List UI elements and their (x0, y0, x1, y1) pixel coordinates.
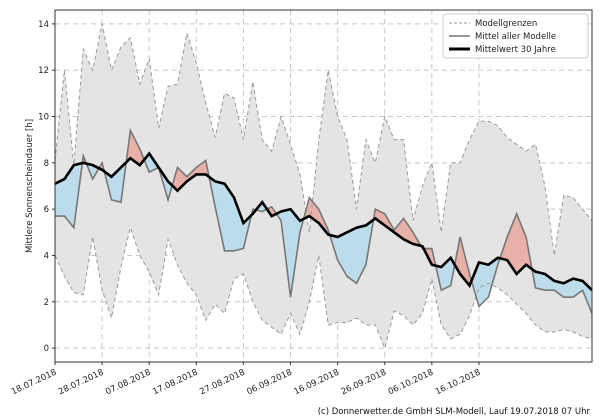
credit-text: (c) Donnerwetter.de GmbH SLM-Modell, Lau… (318, 407, 591, 417)
difference-segment (234, 197, 244, 251)
difference-segment (64, 165, 74, 228)
y-tick-label: 2 (44, 298, 49, 308)
x-tick-label: 18.07.2018 (10, 368, 58, 398)
difference-segment (55, 179, 65, 217)
y-tick-label: 0 (44, 344, 49, 354)
x-tick-label: 28.07.2018 (57, 368, 105, 398)
x-tick-label: 07.08.2018 (104, 368, 152, 398)
legend-label-model-mean: Mittel aller Modelle (475, 32, 556, 42)
longterm-mean-line (54, 151, 593, 292)
y-tick-label: 12 (38, 66, 49, 76)
series-lines (54, 23, 593, 350)
difference-segment (471, 262, 479, 307)
difference-segment (544, 274, 555, 291)
difference-segment (130, 130, 140, 166)
y-tick-label: 10 (38, 113, 49, 123)
y-tick-label: 4 (44, 251, 49, 261)
difference-segment (177, 167, 187, 191)
difference-segment (554, 280, 564, 298)
x-tick-label: 27.08.2018 (198, 368, 246, 398)
legend-box (442, 13, 589, 59)
y-tick-label: 6 (44, 205, 49, 215)
difference-segment (535, 271, 545, 291)
difference-segment (403, 218, 413, 244)
difference-segment (347, 227, 357, 284)
lower-bound-line (54, 225, 593, 350)
legend-label-longterm: Mittelwert 30 Jahre (475, 45, 556, 55)
legend-label-bounds: Modellgrenzen (475, 19, 537, 29)
x-tick-label: 06.10.2018 (387, 368, 435, 398)
y-tick-label: 14 (38, 20, 49, 30)
x-tick-label: 26.09.2018 (340, 368, 388, 398)
difference-segment (224, 183, 234, 251)
x-tick-label: 06.09.2018 (245, 368, 293, 398)
y-axis-ticks: 0 2 4 6 8 10 12 14 (38, 20, 55, 354)
difference-segment (196, 160, 206, 175)
x-axis-ticks: 18.07.201828.07.201807.08.201817.08.2018… (10, 362, 482, 397)
x-tick-label: 16.09.2018 (293, 368, 341, 398)
difference-segment (290, 209, 300, 298)
x-tick-label: 17.08.2018 (151, 368, 199, 398)
difference-segment (516, 213, 527, 274)
x-tick-label: 16.10.2018 (434, 368, 482, 398)
difference-segment (478, 262, 489, 307)
difference-segment (337, 232, 348, 277)
y-tick-label: 8 (44, 159, 49, 169)
difference-segment (186, 167, 197, 182)
legend: Modellgrenzen Mittel aller Modelle Mitte… (442, 13, 589, 59)
difference-segment (507, 213, 517, 274)
y-axis-label: Mittlere Sonnenscheindauer [h] (25, 119, 35, 253)
difference-segment (215, 181, 225, 251)
difference-segment (573, 278, 583, 298)
plot-frame (54, 9, 593, 363)
upper-bound-line (54, 23, 593, 256)
